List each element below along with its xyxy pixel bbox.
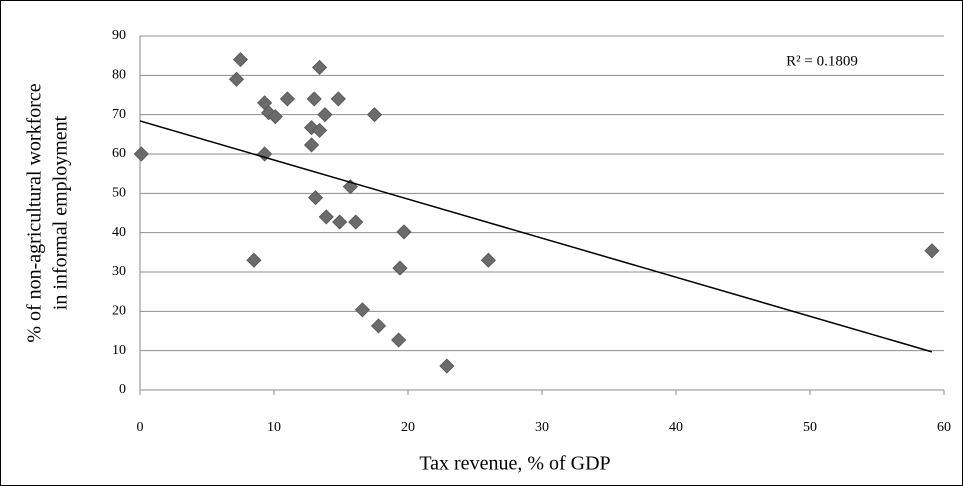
point (924, 243, 940, 259)
point (318, 209, 334, 225)
point (439, 358, 455, 374)
y-tick-label: 0 (119, 382, 126, 397)
point (354, 302, 371, 318)
x-tick-label: 50 (803, 420, 817, 435)
point (370, 318, 387, 334)
y-tick-label: 80 (112, 68, 126, 83)
x-tick-label: 40 (669, 420, 683, 435)
x-axis-title: Tax revenue, % of GDP (419, 453, 610, 475)
point (303, 120, 320, 136)
point (480, 252, 496, 268)
point (307, 190, 324, 206)
y-tick-label: 50 (112, 186, 126, 201)
point (267, 109, 283, 125)
y-tick-label: 90 (112, 28, 126, 43)
point (257, 146, 273, 162)
y-axis-title: in informal employment (50, 115, 72, 310)
y-tick-label: 40 (112, 225, 126, 240)
y-axis-title: % of non-agricultural workforce (24, 83, 46, 342)
point (311, 59, 328, 76)
y-tick-label: 60 (112, 146, 126, 161)
point (330, 91, 346, 107)
r-squared: R² = 0.1809 (786, 53, 858, 69)
point (246, 252, 262, 268)
point (332, 214, 348, 230)
point (232, 52, 249, 68)
x-tick-label: 0 (137, 420, 144, 435)
y-tick-label: 10 (112, 343, 126, 358)
y-tick-label: 70 (112, 107, 126, 122)
point (228, 71, 245, 87)
point (303, 137, 320, 153)
point (348, 214, 364, 230)
y-tick-label: 20 (112, 304, 126, 319)
y-tick-label: 30 (112, 264, 126, 279)
x-tick-label: 20 (401, 420, 415, 435)
point (366, 107, 383, 123)
point (133, 146, 149, 162)
point (391, 332, 407, 348)
x-tick-label: 30 (535, 420, 549, 435)
point (317, 107, 333, 123)
point (279, 91, 295, 107)
point (392, 260, 408, 276)
trendline (139, 120, 933, 353)
x-tick-label: 60 (937, 420, 951, 435)
point (311, 122, 328, 138)
point (306, 91, 322, 107)
x-tick-label: 10 (267, 420, 281, 435)
point (396, 224, 412, 240)
